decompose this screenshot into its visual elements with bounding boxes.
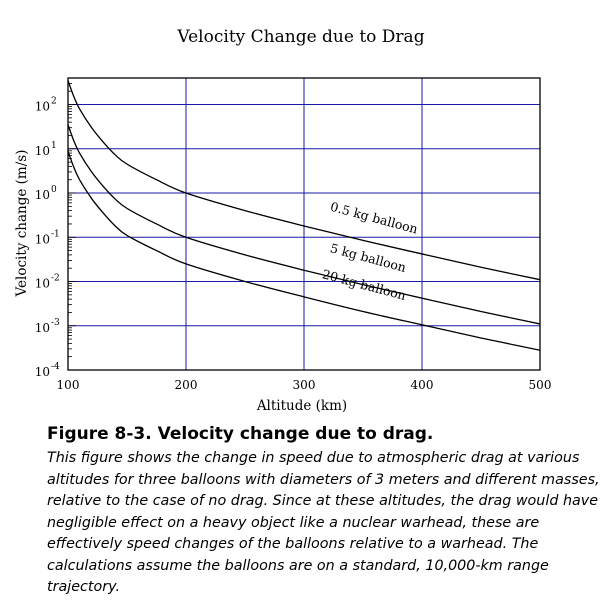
y-tick-base: 10 <box>35 144 50 158</box>
y-tick-label: 10 0 <box>35 185 57 202</box>
y-tick-base: 10 <box>35 321 50 335</box>
y-tick-label: 10 -2 <box>35 274 60 291</box>
x-tick-label: 100 <box>57 378 80 392</box>
y-axis-label: Velocity change (m/s) <box>14 150 30 298</box>
y-tick-exponent: -1 <box>51 229 60 239</box>
series-line-1 <box>67 80 541 281</box>
x-tick-labels: 100 200 300 400 500 <box>57 378 552 392</box>
y-tick-exponent: -2 <box>51 274 60 284</box>
series-line-2 <box>67 124 541 325</box>
y-tick-label: 10 -4 <box>35 362 60 379</box>
minor-tick-marks <box>68 83 76 371</box>
y-tick-exponent: 2 <box>51 97 57 107</box>
figure-caption-title: Figure 8-3. Velocity change due to drag. <box>47 424 434 444</box>
y-tick-exponent: 1 <box>51 141 57 151</box>
y-tick-base: 10 <box>35 365 50 379</box>
y-tick-label: 10 1 <box>35 141 57 158</box>
velocity-drag-chart: Velocity Change due to Drag 100 200 300 400… <box>14 27 552 414</box>
chart-title: Velocity Change due to Drag <box>176 27 424 47</box>
y-tick-base: 10 <box>35 100 50 114</box>
y-tick-exponent: 0 <box>51 185 57 195</box>
y-tick-base: 10 <box>35 188 50 202</box>
y-tick-label: 10 -3 <box>35 318 60 335</box>
series-line-3 <box>67 151 541 351</box>
x-tick-label: 200 <box>175 378 198 392</box>
figure-caption-body: This figure shows the change in speed du… <box>47 450 600 595</box>
x-tick-label: 400 <box>411 378 434 392</box>
y-tick-base: 10 <box>35 277 50 291</box>
plot-frame <box>67 77 541 371</box>
y-tick-label: 10 2 <box>35 97 57 114</box>
grid-lines <box>68 78 540 370</box>
y-tick-exponent: -4 <box>51 362 60 372</box>
x-tick-label: 500 <box>529 378 552 392</box>
y-tick-base: 10 <box>35 232 50 246</box>
series-label-1: 0.5 kg balloon <box>329 199 420 237</box>
x-tick-label: 300 <box>293 378 316 392</box>
series-lines <box>67 80 541 351</box>
x-axis-label: Altitude (km) <box>256 398 347 414</box>
y-tick-exponent: -3 <box>51 318 60 328</box>
y-tick-label: 10 -1 <box>35 229 60 246</box>
